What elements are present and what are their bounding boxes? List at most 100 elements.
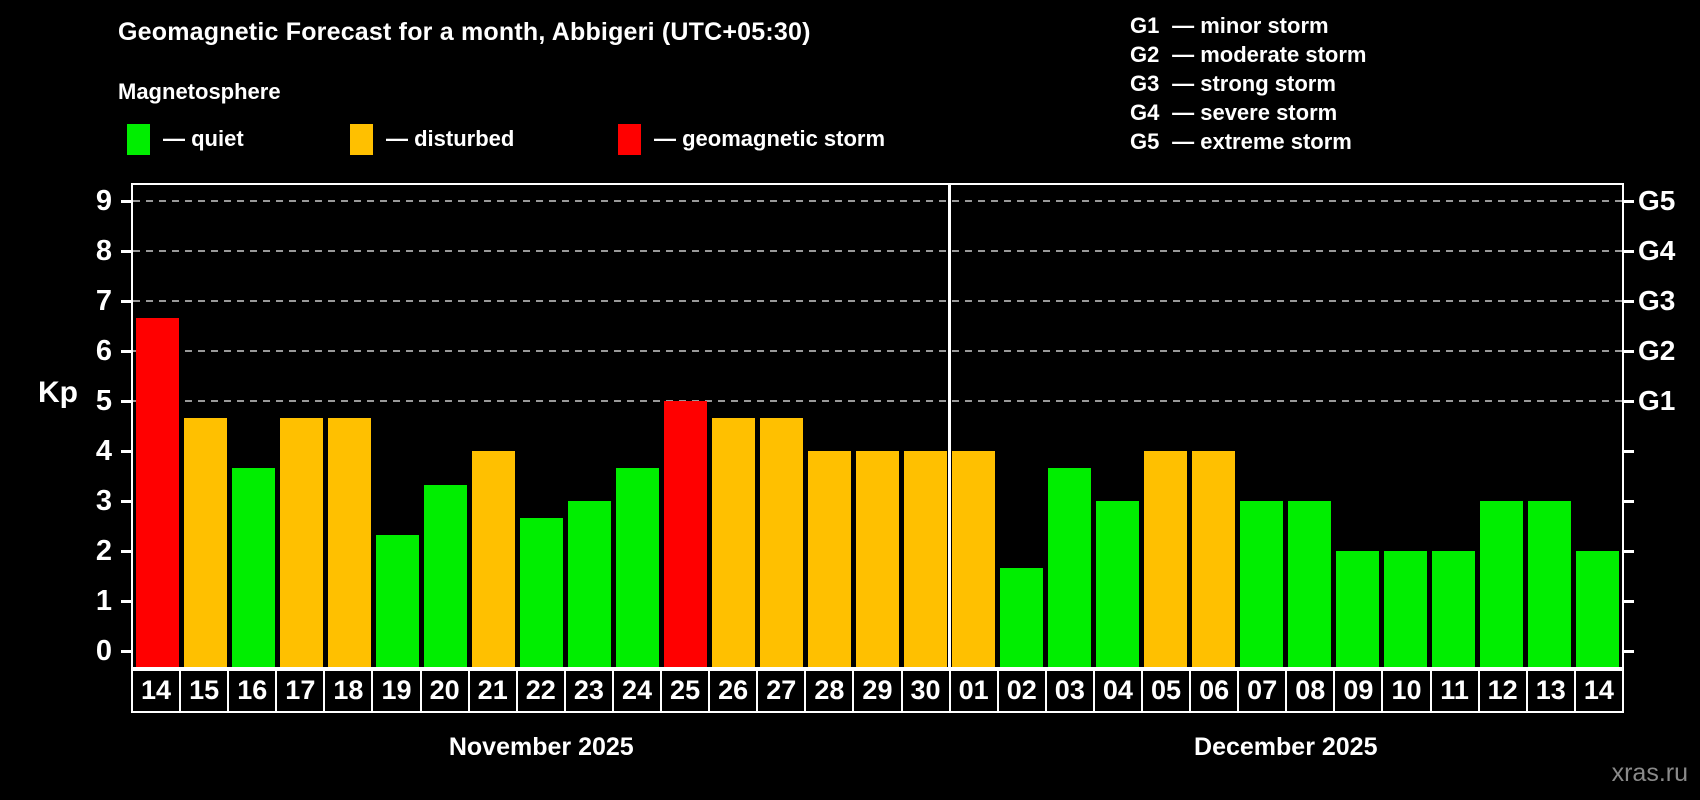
kp-bar-november-21	[471, 451, 515, 667]
right-axis-label-g3: G3	[1638, 285, 1676, 316]
chart-subtitle: Magnetosphere	[118, 79, 281, 104]
y-tick-right-6	[1623, 349, 1634, 353]
kp-bar-december-10	[1384, 551, 1428, 667]
y-tick-label-4: 4	[95, 435, 112, 467]
storm-scale-code: G1	[1130, 13, 1160, 38]
x-axis-day-label: 01	[948, 669, 999, 713]
month-label: November 2025	[448, 733, 634, 761]
x-axis-day-label: 15	[179, 669, 230, 713]
right-axis-label-g4: G4	[1638, 235, 1676, 266]
kp-bar-november-16	[231, 467, 275, 667]
storm-scale-legend-line: G1 — minor storm	[1130, 11, 1367, 40]
kp-bar-december-12	[1480, 501, 1524, 667]
y-tick-left-6	[121, 349, 132, 353]
y-tick-right-5	[1623, 399, 1634, 403]
storm-scale-code: G5	[1130, 129, 1160, 154]
y-tick-left-0	[121, 649, 132, 653]
gridline-kp7	[133, 300, 1622, 302]
x-axis-day-label: 26	[708, 669, 759, 713]
x-axis-day-label: 10	[1381, 669, 1432, 713]
kp-bar-december-11	[1432, 551, 1476, 667]
month-divider	[948, 185, 952, 667]
y-tick-label-1: 1	[95, 585, 112, 617]
y-tick-label-8: 8	[95, 235, 112, 267]
x-axis-day-label: 08	[1285, 669, 1336, 713]
legend-label-disturbed: — disturbed	[386, 126, 515, 151]
gridline-kp5	[133, 400, 1622, 402]
storm-scale-description: — moderate storm	[1166, 42, 1367, 67]
y-tick-left-2	[121, 549, 132, 553]
kp-bar-november-25	[663, 401, 707, 667]
x-axis-day-row: 14 15 16 17 18 19 20 21 22 23 24 25 26 27 28 29 30 01 02 03…	[131, 669, 1624, 713]
x-axis-day-label: 27	[756, 669, 807, 713]
kp-bar-november-28	[807, 451, 851, 667]
storm-scale-legend-line: G2 — moderate storm	[1130, 40, 1367, 69]
x-axis-day-label: 14	[131, 669, 182, 713]
y-tick-right-4	[1623, 449, 1634, 453]
y-tick-right-2	[1623, 549, 1634, 553]
y-tick-left-1	[121, 599, 132, 603]
page-title: Geomagnetic Forecast for a month, Abbige…	[118, 18, 811, 46]
kp-bar-november-18	[327, 417, 371, 667]
x-axis-day-label: 29	[852, 669, 903, 713]
storm-scale-legend-line: G5 — extreme storm	[1130, 127, 1367, 156]
storm-color-swatch	[618, 123, 641, 155]
storm-scale-legend: G1 — minor storm G2 — moderate storm G3 — …	[1130, 11, 1367, 156]
x-axis-day-label: 23	[563, 669, 614, 713]
kp-bar-november-27	[759, 417, 803, 667]
x-axis-day-label: 22	[515, 669, 566, 713]
kp-bar-december-02	[1000, 567, 1044, 667]
x-axis-day-label: 12	[1477, 669, 1528, 713]
plot-area	[121, 183, 1634, 669]
kp-bar-december-06	[1192, 451, 1236, 667]
y-tick-right-1	[1623, 599, 1634, 603]
right-axis-label-g1: G1	[1638, 385, 1676, 416]
kp-bar-december-07	[1240, 501, 1284, 667]
x-axis-day-label: 09	[1333, 669, 1384, 713]
x-axis-day-label: 25	[660, 669, 711, 713]
legend-item-storm: — geomagnetic storm	[618, 122, 885, 156]
legend-label-quiet: — quiet	[163, 126, 244, 151]
storm-scale-legend-line: G4 — severe storm	[1130, 98, 1367, 127]
y-tick-right-9	[1623, 199, 1634, 203]
x-axis-day-label: 11	[1429, 669, 1480, 713]
x-axis-day-label: 21	[467, 669, 518, 713]
y-tick-right-3	[1623, 499, 1634, 503]
kp-bar-november-14	[135, 317, 179, 667]
kp-bar-december-03	[1048, 467, 1092, 667]
kp-bar-november-29	[855, 451, 899, 667]
y-tick-left-7	[121, 299, 132, 303]
y-tick-label-3: 3	[95, 485, 112, 517]
x-axis-day-label: 02	[996, 669, 1047, 713]
kp-bar-november-20	[423, 484, 467, 667]
right-axis-label-g5: G5	[1638, 185, 1676, 216]
x-axis-day-label: 03	[1044, 669, 1095, 713]
legend-item-disturbed: — disturbed	[350, 122, 514, 156]
y-tick-label-0: 0	[95, 635, 112, 667]
kp-bar-november-30	[904, 451, 948, 667]
kp-bar-december-05	[1144, 451, 1188, 667]
x-axis-day-label: 30	[900, 669, 951, 713]
y-axis-title: Kp	[38, 376, 78, 409]
x-axis-day-label: 17	[275, 669, 326, 713]
x-axis-day-label: 16	[227, 669, 278, 713]
x-axis-day-label: 20	[419, 669, 470, 713]
x-axis-day-label: 13	[1525, 669, 1576, 713]
y-tick-left-3	[121, 499, 132, 503]
watermark: xras.ru	[1611, 759, 1688, 787]
kp-bar-december-09	[1336, 551, 1380, 667]
storm-scale-description: — strong storm	[1166, 71, 1336, 96]
gridline-kp9	[133, 200, 1622, 202]
storm-scale-description: — severe storm	[1166, 100, 1338, 125]
y-tick-label-2: 2	[95, 535, 112, 567]
x-axis-day-label: 14	[1573, 669, 1624, 713]
x-axis-day-label: 28	[804, 669, 855, 713]
kp-bar-november-17	[279, 417, 323, 667]
storm-scale-description: — extreme storm	[1166, 129, 1352, 154]
gridline-kp6	[133, 350, 1622, 352]
kp-bar-december-14	[1576, 551, 1620, 667]
y-tick-right-8	[1623, 249, 1634, 253]
kp-bar-december-13	[1528, 501, 1572, 667]
x-axis-day-label: 07	[1237, 669, 1288, 713]
